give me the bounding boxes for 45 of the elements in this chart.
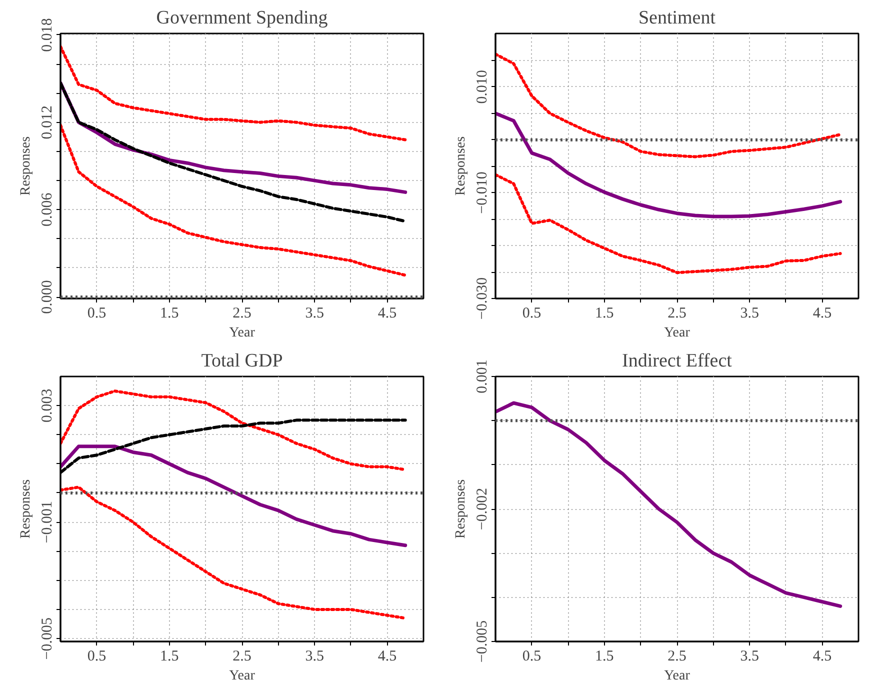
y-axis-title: Responses [18,136,34,196]
y-tick-label: −0.002 [474,488,490,530]
x-tick-label: 0.5 [87,306,106,322]
x-axis-title: Year [664,668,690,684]
chart-title: Total GDP [201,350,283,372]
chart-title: Government Spending [156,8,328,28]
x-tick-label: 4.5 [812,306,832,322]
x-tick-label: 2.5 [668,306,686,322]
y-tick-label: −0.001 [40,500,56,544]
x-tick-label: 0.5 [87,648,106,664]
x-tick-label: 3.5 [305,648,324,664]
y-axis-title: Responses [454,479,468,539]
x-tick-label: 3.5 [740,306,759,322]
y-tick-label: 0.001 [474,360,490,394]
x-tick-label: 4.5 [812,648,832,664]
y-tick-label: −0.005 [474,620,490,663]
y-tick-label: 0.003 [40,388,56,422]
y-tick-label: −0.030 [474,277,490,320]
y-tick-label: 0.018 [40,18,56,52]
x-tick-label: 1.5 [595,648,614,664]
x-tick-label: 1.5 [160,648,179,664]
x-tick-label: 3.5 [740,648,759,664]
x-axis-title: Year [664,326,690,340]
x-tick-label: 1.5 [595,306,614,322]
x-tick-label: 2.5 [232,306,252,322]
x-tick-label: 1.5 [160,306,179,322]
chart-title: Indirect Effect [622,350,733,372]
y-tick-label: −0.005 [40,617,56,660]
x-tick-label: 0.5 [522,648,542,664]
y-tick-label: 0.010 [474,70,490,104]
y-tick-label: −0.010 [474,172,490,214]
y-tick-label: 0.012 [40,105,56,140]
x-tick-label: 4.5 [378,306,397,322]
chart-title: Sentiment [638,8,716,28]
y-axis-title: Responses [18,479,34,539]
y-axis-title: Responses [454,136,468,196]
y-tick-label: 0.006 [40,192,56,227]
x-tick-label: 2.5 [668,648,686,664]
x-axis-title: Year [229,326,256,340]
x-tick-label: 3.5 [305,306,324,322]
x-axis-title: Year [229,668,256,684]
x-tick-label: 0.5 [522,306,542,322]
y-tick-label: 0.000 [40,280,56,314]
x-tick-label: 2.5 [232,648,252,664]
x-tick-label: 4.5 [378,648,397,664]
